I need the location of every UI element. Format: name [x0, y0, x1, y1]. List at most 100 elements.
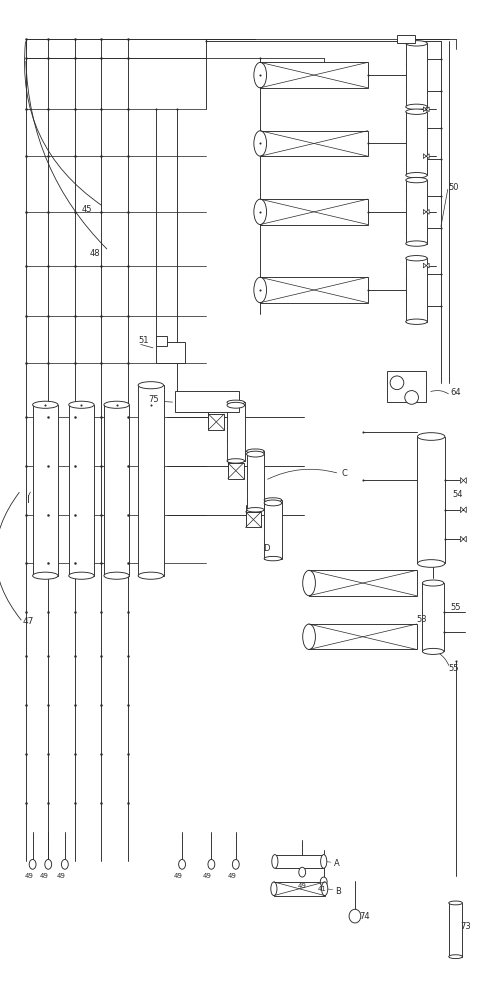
Text: 75: 75 [148, 395, 158, 404]
Ellipse shape [247, 451, 264, 457]
Ellipse shape [254, 62, 266, 88]
Text: D: D [263, 544, 270, 553]
Ellipse shape [254, 131, 266, 156]
Text: 73: 73 [460, 922, 471, 931]
Bar [260, 199, 368, 225]
Text: 41: 41 [317, 886, 326, 892]
Text: 55: 55 [449, 664, 459, 673]
Bar [397, 35, 415, 43]
Ellipse shape [227, 400, 245, 405]
Bar [156, 336, 168, 346]
Text: 64: 64 [451, 388, 461, 397]
Ellipse shape [406, 173, 427, 178]
Ellipse shape [45, 859, 52, 869]
Bar [260, 131, 368, 156]
Ellipse shape [33, 572, 58, 579]
Ellipse shape [418, 433, 445, 440]
Ellipse shape [320, 877, 327, 887]
Text: 45: 45 [82, 205, 92, 214]
Ellipse shape [232, 859, 239, 869]
Ellipse shape [406, 104, 427, 110]
Ellipse shape [349, 909, 361, 923]
Ellipse shape [138, 382, 164, 389]
Text: 49: 49 [203, 873, 212, 879]
Polygon shape [423, 107, 429, 112]
Ellipse shape [406, 109, 427, 114]
Bar [228, 463, 244, 479]
Polygon shape [460, 478, 467, 483]
Ellipse shape [264, 498, 282, 502]
Bar [33, 405, 58, 576]
Ellipse shape [254, 277, 266, 303]
Ellipse shape [208, 859, 215, 869]
Bar [138, 385, 164, 576]
Ellipse shape [179, 859, 185, 869]
Bar [406, 112, 427, 175]
Text: 55: 55 [451, 603, 461, 612]
Bar [422, 583, 444, 651]
Ellipse shape [321, 855, 327, 868]
Bar [264, 500, 282, 559]
Text: I: I [27, 495, 30, 505]
Bar [208, 414, 224, 430]
Ellipse shape [69, 572, 94, 579]
Bar [449, 903, 462, 957]
Ellipse shape [406, 241, 427, 246]
Ellipse shape [418, 560, 445, 567]
Ellipse shape [406, 177, 427, 183]
Ellipse shape [271, 882, 277, 896]
Text: 49: 49 [228, 873, 236, 879]
Polygon shape [460, 507, 467, 513]
Bar [406, 258, 427, 322]
Bar [418, 437, 445, 563]
Bar [406, 180, 427, 244]
Ellipse shape [29, 859, 36, 869]
Ellipse shape [449, 901, 462, 905]
Bar [227, 402, 245, 461]
Ellipse shape [449, 955, 462, 959]
Text: 54: 54 [453, 490, 463, 499]
Ellipse shape [254, 199, 266, 225]
Ellipse shape [247, 508, 264, 512]
Ellipse shape [303, 570, 315, 596]
Polygon shape [423, 154, 429, 159]
Ellipse shape [138, 572, 164, 579]
Ellipse shape [104, 572, 129, 579]
Text: A: A [334, 859, 339, 868]
Polygon shape [423, 263, 429, 268]
Ellipse shape [227, 402, 245, 408]
Ellipse shape [61, 859, 68, 869]
Ellipse shape [322, 882, 328, 896]
Polygon shape [460, 536, 467, 542]
Ellipse shape [264, 500, 282, 506]
Bar [406, 43, 427, 107]
Text: 49: 49 [174, 873, 182, 879]
Bar [69, 405, 94, 576]
Text: C: C [341, 469, 347, 478]
Text: 49: 49 [57, 873, 65, 879]
Bar [309, 624, 417, 649]
Ellipse shape [422, 580, 444, 586]
Text: 74: 74 [359, 912, 370, 921]
Bar [156, 342, 185, 363]
Text: 50: 50 [449, 183, 459, 192]
Bar [387, 371, 426, 402]
Ellipse shape [33, 401, 58, 408]
Ellipse shape [299, 867, 306, 877]
Bar [275, 855, 324, 868]
Ellipse shape [303, 624, 315, 649]
Ellipse shape [104, 401, 129, 408]
Polygon shape [423, 209, 429, 214]
Ellipse shape [247, 449, 264, 453]
Ellipse shape [406, 41, 427, 46]
Bar [247, 451, 264, 510]
Text: 49: 49 [298, 883, 307, 889]
Text: 49: 49 [24, 873, 33, 879]
Ellipse shape [69, 401, 94, 408]
Text: 48: 48 [89, 249, 100, 258]
Ellipse shape [422, 648, 444, 654]
Text: 49: 49 [40, 873, 49, 879]
Text: 53: 53 [417, 615, 427, 624]
Ellipse shape [227, 459, 245, 463]
Bar [246, 512, 261, 527]
